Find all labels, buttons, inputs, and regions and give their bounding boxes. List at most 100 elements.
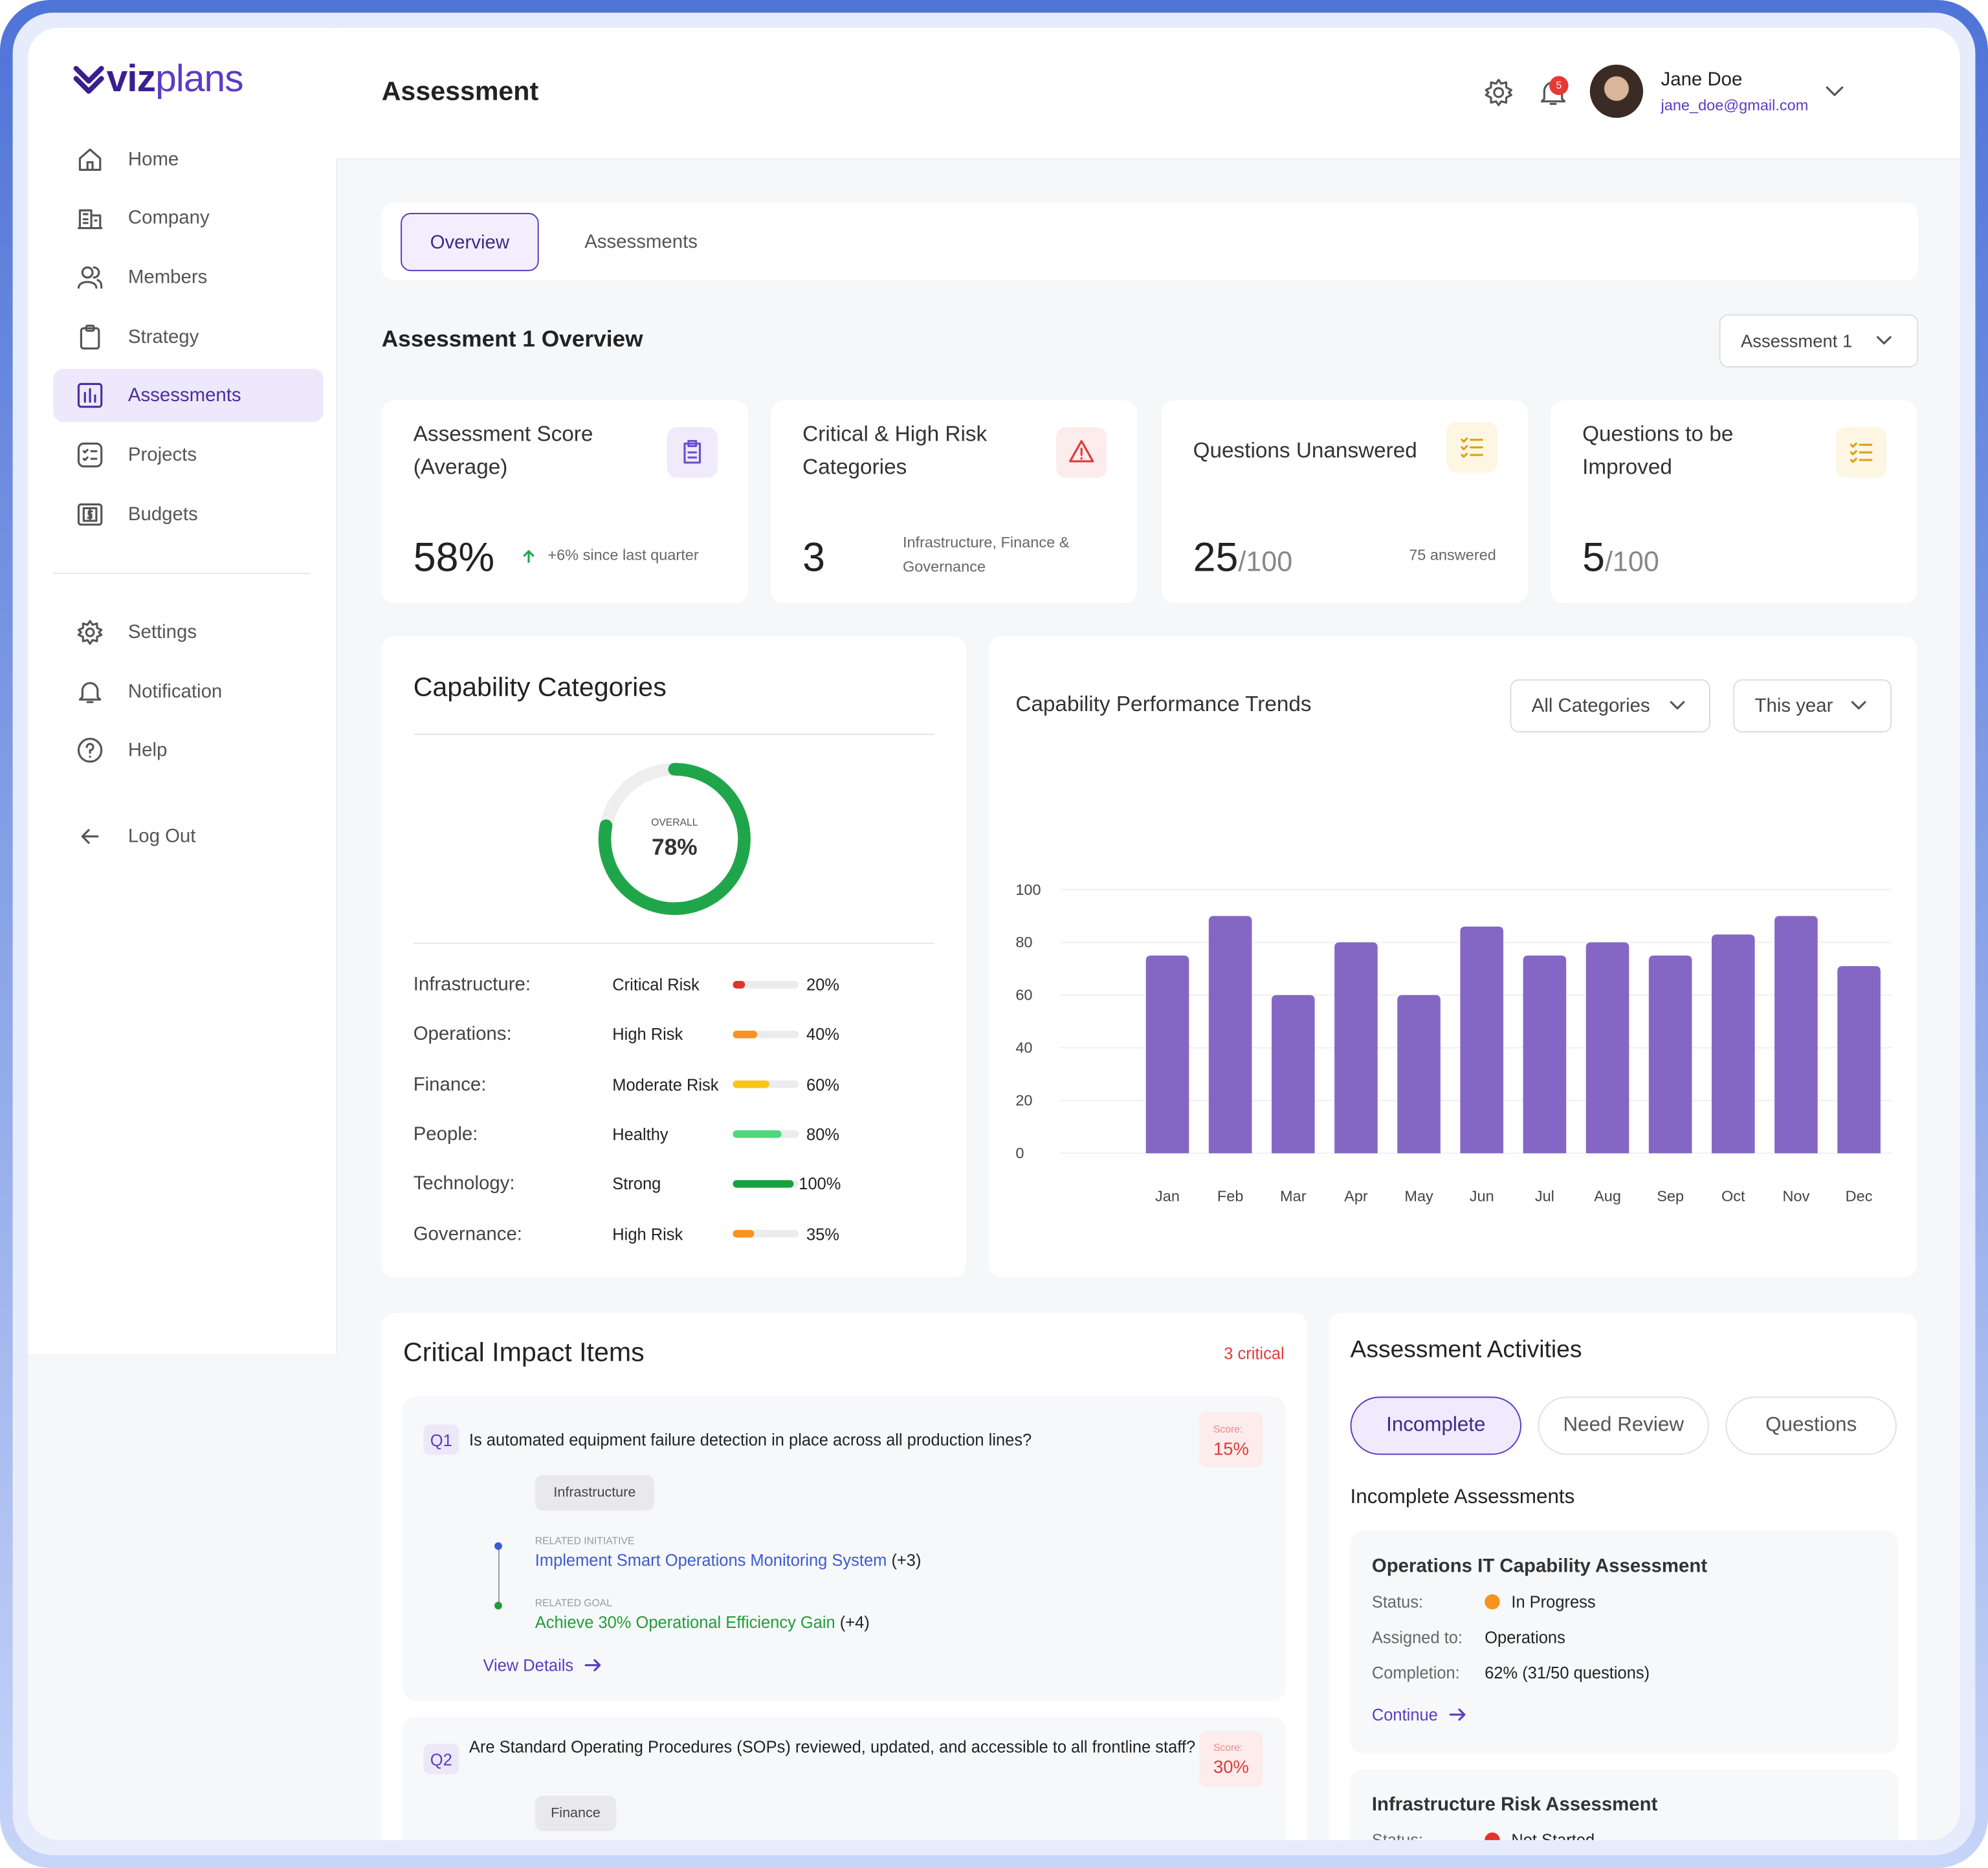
unit: /100 <box>1238 545 1293 578</box>
tab-active[interactable]: Incomplete <box>1350 1396 1522 1455</box>
stat-note: 75 answered <box>1409 546 1496 564</box>
chevron[interactable] <box>1826 85 1844 98</box>
filter-label: This year <box>1754 695 1833 717</box>
category-value: 80% <box>806 1125 840 1144</box>
activity-title: Operations IT Capability Assessment <box>1371 1555 1708 1577</box>
sidebar <box>28 28 338 1354</box>
capability-card <box>381 636 966 1278</box>
trend-arrow <box>521 547 536 563</box>
tab-active[interactable]: Overview <box>401 213 539 272</box>
header <box>336 28 1960 160</box>
stat-value: 25/100 <box>1193 534 1293 581</box>
nav-item[interactable]: Notification <box>127 681 223 703</box>
category-name: Governance: <box>413 1223 522 1245</box>
stat-title: Questions Unanswered <box>1193 438 1417 463</box>
nav-active-bg <box>53 368 324 423</box>
goal-link[interactable]: Achieve 30% Operational Efficiency Gain <box>535 1612 835 1632</box>
nav-item[interactable]: Budgets <box>127 503 198 525</box>
icon <box>683 440 701 464</box>
select-label: Assessment 1 <box>1740 331 1853 351</box>
subtitle: Incomplete Assessments <box>1350 1486 1575 1508</box>
nav-item[interactable]: Members <box>127 267 208 289</box>
nav-item[interactable]: Settings <box>127 621 197 643</box>
card-title: Capability Categories <box>413 673 667 703</box>
initiative-link[interactable]: Implement Smart Operations Monitoring Sy… <box>535 1550 887 1570</box>
chart-title: Capability Performance Trends <box>1015 692 1312 716</box>
category-name: Infrastructure: <box>413 974 531 996</box>
category-value: 60% <box>806 1075 840 1094</box>
arrow-up <box>523 549 535 563</box>
nav-item[interactable]: Help <box>127 739 168 762</box>
nav-item[interactable]: Strategy <box>127 326 199 348</box>
chevron <box>1877 336 1892 345</box>
tab[interactable]: Assessments <box>584 231 698 253</box>
logo-mark <box>73 65 104 94</box>
status: In Progress <box>1511 1592 1596 1612</box>
stat-icon <box>1446 422 1497 473</box>
icon <box>1850 442 1873 463</box>
divider <box>413 734 934 735</box>
category-value: 100% <box>799 1174 841 1194</box>
period-filter[interactable]: This year <box>1733 679 1892 733</box>
tab[interactable]: Questions <box>1725 1396 1897 1455</box>
nav-item-active[interactable]: Assessments <box>127 384 241 406</box>
assessment-select[interactable]: Assessment 1 <box>1719 314 1919 368</box>
icon <box>1068 440 1094 463</box>
user-name: Jane Doe <box>1661 69 1743 91</box>
stat-icon <box>1835 427 1887 478</box>
logout[interactable]: Log Out <box>127 826 196 848</box>
question-id: Q2 <box>423 1744 459 1775</box>
timeline-dot <box>494 1542 502 1550</box>
logo-light: plans <box>155 58 244 100</box>
icon-home <box>78 148 102 171</box>
caption: RELATED GOAL <box>535 1597 612 1609</box>
label: Assigned to: <box>1371 1627 1463 1647</box>
question: Is automated equipment failure detection… <box>469 1430 1032 1449</box>
notification-badge: 5 <box>1549 76 1569 95</box>
activity-item <box>1350 1530 1898 1754</box>
icon <box>1461 437 1483 458</box>
label: Status: <box>1371 1830 1424 1850</box>
value: 3 <box>802 534 826 580</box>
impact-item <box>403 1396 1286 1701</box>
category-value: 20% <box>806 975 840 994</box>
stat-title: Critical & High Risk Categories <box>802 422 988 479</box>
activity-title: Infrastructure Risk Assessment <box>1371 1794 1658 1816</box>
tab[interactable]: Need Review <box>1538 1396 1710 1455</box>
category-value: 35% <box>806 1224 840 1244</box>
card-title: Critical Impact Items <box>403 1338 645 1368</box>
nav-item[interactable]: Projects <box>127 444 197 466</box>
score-box <box>1199 1731 1263 1787</box>
icon-notification <box>78 682 102 703</box>
completion: 62% (31/50 questions) <box>1485 1663 1650 1683</box>
icon-settings[interactable] <box>1485 78 1512 107</box>
donut-value: 78% <box>651 834 698 860</box>
label: Status: <box>1371 1592 1424 1612</box>
page-title: Assessment <box>381 77 539 107</box>
critical-count: 3 critical <box>1224 1344 1285 1363</box>
continue[interactable]: Continue <box>1371 1705 1438 1724</box>
initiative-extra: (+3) <box>891 1550 922 1570</box>
logo: vizplans <box>107 58 244 102</box>
nav-item[interactable]: Company <box>127 207 210 229</box>
tabs-bar <box>381 203 1919 280</box>
tag: Infrastructure <box>535 1475 654 1511</box>
section-title: Assessment 1 Overview <box>381 326 643 352</box>
tag: Finance <box>535 1796 617 1832</box>
stat-value: 5/100 <box>1582 534 1659 581</box>
chevron <box>1851 701 1866 710</box>
stat-title: Questions to be Improved <box>1582 422 1734 479</box>
category-status: Moderate Risk <box>612 1075 719 1094</box>
nav-item[interactable]: Home <box>127 149 179 171</box>
view-details[interactable]: View Details <box>483 1655 574 1675</box>
icon-projects <box>77 442 103 468</box>
divider <box>413 943 934 945</box>
score: 15% <box>1213 1438 1249 1459</box>
avatar[interactable] <box>1589 64 1644 118</box>
goal[interactable]: Achieve 30% Operational Efficiency Gain … <box>535 1612 870 1631</box>
category-filter[interactable]: All Categories <box>1510 679 1710 733</box>
category-name: Operations: <box>413 1024 512 1046</box>
initiative[interactable]: Implement Smart Operations Monitoring Sy… <box>535 1550 922 1569</box>
